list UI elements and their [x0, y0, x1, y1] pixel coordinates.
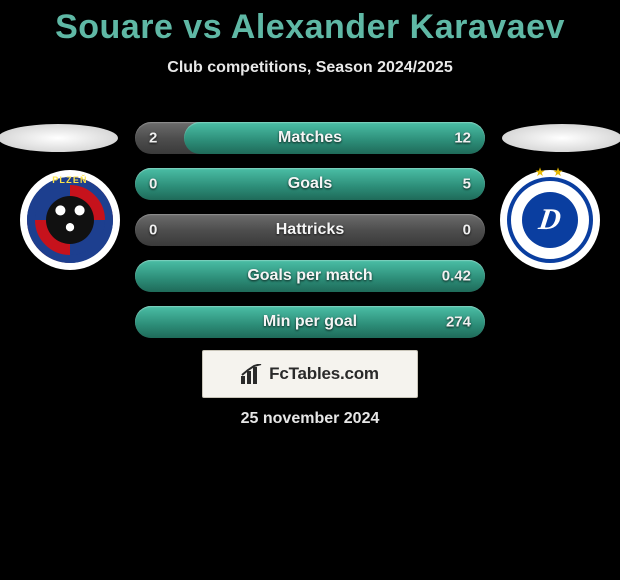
stat-row: 0.42 Goals per match [135, 260, 485, 292]
stat-value-left: 0 [149, 176, 157, 193]
stat-label: Goals [288, 175, 332, 193]
comparison-card: Souare vs Alexander Karavaev Club compet… [0, 0, 620, 580]
stat-row: 274 Min per goal [135, 306, 485, 338]
stat-value-right: 12 [454, 130, 471, 147]
brand-box[interactable]: FcTables.com [202, 350, 418, 398]
stat-label: Min per goal [263, 313, 357, 331]
stat-label: Matches [278, 129, 342, 147]
stat-label: Goals per match [247, 267, 372, 285]
stat-value-right: 0 [463, 222, 471, 239]
stat-value-right: 5 [463, 176, 471, 193]
player-right-head [502, 124, 620, 152]
stat-value-left: 2 [149, 130, 157, 147]
stat-value-right: 274 [446, 314, 471, 331]
stat-value-left: 0 [149, 222, 157, 239]
bar-chart-icon [241, 364, 263, 384]
dynamo-letter: D [537, 203, 563, 237]
dynamo-inner: D [522, 192, 578, 248]
stat-row: 2 12 Matches [135, 122, 485, 154]
date-text: 25 november 2024 [0, 410, 620, 428]
page-title: Souare vs Alexander Karavaev [0, 0, 620, 47]
dynamo-crest: ★ ★ D [507, 177, 593, 263]
plzen-crest-text: PLZEŇ [27, 175, 113, 185]
brand-text: FcTables.com [269, 364, 379, 384]
club-crest-right: ★ ★ D [500, 170, 600, 270]
stat-row: 0 0 Hattricks [135, 214, 485, 246]
stat-row: 0 5 Goals [135, 168, 485, 200]
plzen-crest: PLZEŇ [27, 177, 113, 263]
player-left-head [0, 124, 118, 152]
soccer-ball-icon [46, 196, 94, 244]
club-crest-left: PLZEŇ [20, 170, 120, 270]
stats-list: 2 12 Matches 0 5 Goals 0 0 Hattricks 0.42 Goals pe… [135, 122, 485, 352]
subtitle: Club competitions, Season 2024/2025 [0, 59, 620, 77]
stat-value-right: 0.42 [442, 268, 471, 285]
star-icon: ★ ★ [511, 165, 589, 179]
stat-label: Hattricks [276, 221, 344, 239]
